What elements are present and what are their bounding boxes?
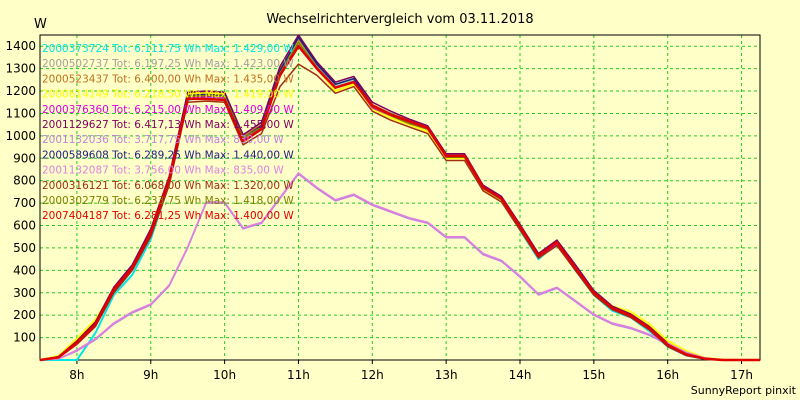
- y-tick-label: 300: [13, 286, 36, 300]
- y-tick-label: 800: [13, 174, 36, 188]
- x-tick-label: 11h: [287, 368, 310, 382]
- y-tick-label: 1200: [5, 84, 36, 98]
- y-tick-label: 100: [13, 331, 36, 345]
- legend-entry-11: 2000302779 Tot: 6.233,75 Wh Max: 1.418,0…: [42, 195, 294, 207]
- y-tick-label: 1100: [5, 106, 36, 120]
- series-lines: [39, 34, 760, 362]
- y-tick-label: 1000: [5, 129, 36, 143]
- y-tick-label: 200: [13, 308, 36, 322]
- axes: 100 200 300 400 500 600 700 800 900 1000 1100 1200 1…: [5, 34, 761, 382]
- x-tick-label: 9h: [143, 368, 158, 382]
- legend-entry-10: 2000316121 Tot: 6.068,00 Wh Max: 1.320,0…: [42, 180, 294, 192]
- x-tick-label: 16h: [656, 368, 679, 382]
- x-tick-label: 10h: [213, 368, 236, 382]
- x-tick-label: 8h: [69, 368, 84, 382]
- grid: [40, 35, 760, 360]
- x-tick-label: 14h: [509, 368, 532, 382]
- series-line-9: [39, 172, 760, 361]
- y-tick-label: 600: [13, 219, 36, 233]
- y-tick-label: 900: [13, 151, 36, 165]
- x-tick-label: 13h: [435, 368, 458, 382]
- y-axis-unit: W: [34, 17, 47, 32]
- y-tick-label: 700: [13, 196, 36, 210]
- legend-entry-12: 2007404187 Tot: 6.281,25 Wh Max: 1.400,0…: [42, 210, 294, 222]
- series-line-10: [39, 63, 760, 361]
- legend: 2000373724 Tot: 6.111,75 Wh Max: 1.429,0…: [42, 43, 294, 222]
- x-tick-label: 12h: [361, 368, 384, 382]
- series-line-7: [39, 173, 760, 361]
- y-tick-label: 1300: [5, 62, 36, 76]
- y-tick-label: 500: [13, 241, 36, 255]
- footer-credit: SunnyReport pinxit: [691, 384, 797, 397]
- legend-entry-2: 2000502737 Tot: 6.197,25 Wh Max: 1.423,0…: [42, 58, 294, 70]
- legend-entry-9: 2001132087 Tot: 3.756,00 Wh Max: 835,00 …: [42, 165, 284, 177]
- legend-entry-1: 2000373724 Tot: 6.111,75 Wh Max: 1.429,0…: [42, 43, 294, 55]
- legend-entry-5: 2000376360 Tot: 6.215,00 Wh Max: 1.409,0…: [42, 104, 294, 116]
- legend-entry-8: 2000589608 Tot: 6.289,25 Wh Max: 1.440,0…: [42, 149, 294, 161]
- plot-frame: [39, 34, 761, 361]
- legend-entry-6: 2001129627 Tot: 6.417,13 Wh Max: 1.455,0…: [42, 119, 294, 131]
- series-line-12: [39, 44, 760, 362]
- y-tick-label: 400: [13, 263, 36, 277]
- x-tick-label: 15h: [582, 368, 605, 382]
- chart-title: Wechselrichtervergleich vom 03.11.2018: [266, 12, 533, 27]
- y-tick-label: 1400: [5, 39, 36, 53]
- legend-entry-3: 2000523437 Tot: 6.400,00 Wh Max: 1.435,0…: [42, 73, 294, 85]
- legend-entry-4: 2000614149 Tot: 6.218,50 Wh Max: 1.419,0…: [42, 89, 294, 101]
- x-tick-label: 17h: [730, 368, 753, 382]
- legend-entry-7: 2001132036 Tot: 3.717,75 Wh Max: 830,00 …: [42, 134, 284, 146]
